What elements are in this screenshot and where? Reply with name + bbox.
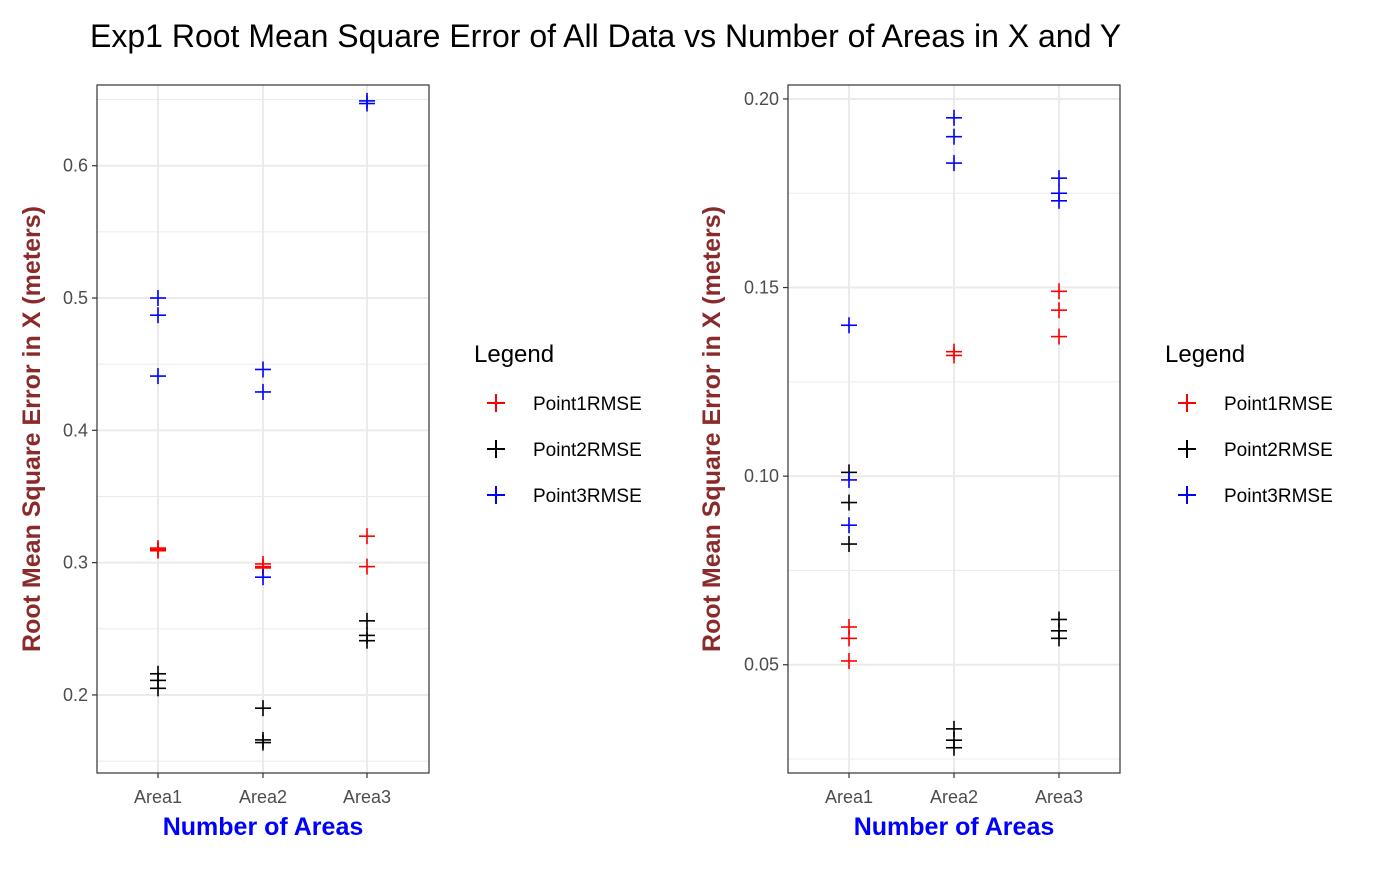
data-point-point1rmse — [1051, 302, 1067, 319]
x-tick-label: Area3 — [1035, 787, 1083, 807]
y-axis-title: Root Mean Square Error in X (meters) — [698, 206, 726, 652]
y-tick-label: 0.15 — [744, 278, 779, 298]
x-tick-label: Area2 — [239, 787, 287, 807]
legend-title: Legend — [474, 341, 554, 368]
data-point-point3rmse — [1051, 192, 1067, 209]
data-point-point1rmse — [946, 347, 962, 364]
data-point-point3rmse — [946, 109, 962, 126]
y-tick-label: 0.3 — [63, 553, 88, 573]
data-point-point3rmse — [359, 95, 375, 112]
x-tick-label: Area1 — [134, 787, 182, 807]
data-point-point3rmse — [255, 569, 271, 586]
data-point-point1rmse — [1051, 283, 1067, 300]
data-point-point2rmse — [150, 680, 166, 697]
legend-key-point2rmse — [487, 440, 505, 458]
data-point-point1rmse — [359, 528, 375, 545]
right-panel: 0.05 0.10 0.15 0.20 Area1 Area2 Area3 Number of… — [698, 84, 1333, 841]
left-panel: 0.2 0.3 0.4 0.5 0.6 Area1 Area2 Area3 Number of … — [18, 84, 642, 841]
y-tick-label: 0.20 — [744, 89, 779, 109]
x-tick-label: Area2 — [930, 787, 978, 807]
data-point-point2rmse — [359, 612, 375, 629]
data-point-point3rmse — [150, 368, 166, 385]
data-point-point3rmse — [841, 517, 857, 534]
data-point-point2rmse — [841, 494, 857, 511]
data-point-point3rmse — [150, 307, 166, 324]
data-point-point1rmse — [150, 542, 166, 559]
y-tick-label: 0.4 — [63, 420, 88, 440]
y-tick-label: 0.2 — [63, 685, 88, 705]
y-tick-label: 0.05 — [744, 655, 779, 675]
data-point-point3rmse — [946, 128, 962, 145]
legend-title: Legend — [1165, 341, 1245, 368]
data-point-point2rmse — [255, 700, 271, 717]
x-axis-title: Number of Areas — [854, 813, 1055, 841]
legend-key-point3rmse — [487, 486, 505, 504]
data-point-point1rmse — [841, 652, 857, 669]
data-point-point3rmse — [841, 317, 857, 334]
data-point-point3rmse — [946, 155, 962, 172]
data-point-point3rmse — [1051, 170, 1067, 187]
x-tick-label: Area1 — [825, 787, 873, 807]
data-point-point3rmse — [841, 471, 857, 488]
data-point-point1rmse — [841, 630, 857, 647]
y-tick-label: 0.6 — [63, 156, 88, 176]
legend: Legend Point1RMSE Point2RMSE Point3RMSE — [1165, 341, 1333, 507]
legend-label: Point1RMSE — [1224, 394, 1333, 415]
data-point-point1rmse — [359, 558, 375, 575]
data-point-point2rmse — [359, 632, 375, 649]
legend-label: Point1RMSE — [533, 394, 642, 415]
data-point-point2rmse — [1051, 630, 1067, 647]
legend-key-point1rmse — [1178, 394, 1196, 412]
data-point-point2rmse — [255, 734, 271, 751]
legend-label: Point3RMSE — [533, 486, 642, 507]
legend-key-point2rmse — [1178, 440, 1196, 458]
data-point-point3rmse — [150, 290, 166, 307]
data-point-point2rmse — [841, 536, 857, 553]
legend-label: Point2RMSE — [1224, 440, 1333, 461]
data-point-point2rmse — [946, 739, 962, 756]
legend-label: Point3RMSE — [1224, 486, 1333, 507]
figure-title: Exp1 Root Mean Square Error of All Data … — [90, 18, 1121, 54]
data-point-point3rmse — [255, 361, 271, 378]
y-tick-label: 0.5 — [63, 288, 88, 308]
data-point-point1rmse — [1051, 328, 1067, 345]
legend-key-point3rmse — [1178, 486, 1196, 504]
y-axis-title: Root Mean Square Error in X (meters) — [18, 206, 46, 652]
legend-key-point1rmse — [487, 394, 505, 412]
legend: Legend Point1RMSE Point2RMSE Point3RMSE — [474, 341, 642, 507]
x-axis-title: Number of Areas — [163, 813, 364, 841]
y-tick-label: 0.10 — [744, 466, 779, 486]
x-tick-label: Area3 — [343, 787, 391, 807]
legend-label: Point2RMSE — [533, 440, 642, 461]
data-point-point3rmse — [255, 383, 271, 400]
